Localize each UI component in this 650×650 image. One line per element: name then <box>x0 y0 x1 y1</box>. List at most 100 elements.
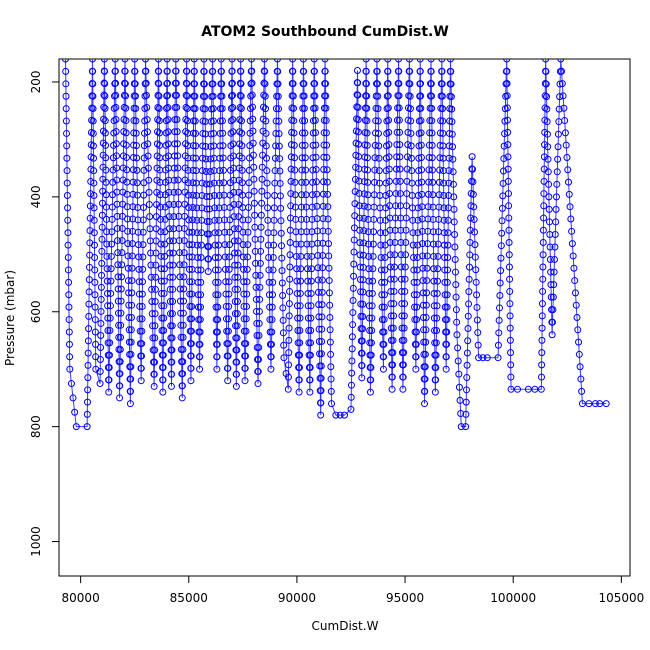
data-point <box>164 104 172 112</box>
data-point <box>371 154 379 162</box>
data-point <box>416 67 424 75</box>
data-point <box>103 228 111 236</box>
data-point <box>292 228 300 236</box>
data-point <box>117 273 125 281</box>
data-point <box>234 285 242 293</box>
data-point <box>65 340 73 348</box>
data-point <box>155 67 163 75</box>
data-point <box>506 336 514 344</box>
data-point <box>204 255 212 263</box>
data-point <box>309 154 317 162</box>
data-point <box>543 118 551 126</box>
data-point <box>567 215 575 223</box>
data-point <box>318 301 326 309</box>
data-point <box>287 177 295 185</box>
data-point <box>293 302 301 310</box>
data-point <box>166 249 174 257</box>
data-point <box>214 291 222 299</box>
data-point <box>385 141 393 149</box>
data-point <box>274 92 282 100</box>
data-point <box>257 211 265 219</box>
data-point <box>278 267 286 275</box>
data-point <box>197 266 205 274</box>
data-point <box>108 215 116 223</box>
data-point <box>424 215 432 223</box>
data-point <box>224 364 232 372</box>
data-point <box>453 331 461 339</box>
data-point <box>547 268 555 276</box>
data-point <box>318 288 326 296</box>
data-point <box>210 129 218 137</box>
data-point <box>258 163 266 171</box>
data-point <box>441 278 449 286</box>
data-point <box>64 241 72 249</box>
data-point <box>105 376 113 384</box>
data-point <box>238 129 246 137</box>
data-point <box>236 104 244 112</box>
data-point <box>289 80 297 88</box>
data-point <box>252 271 260 279</box>
data-point <box>165 201 173 209</box>
data-point <box>318 337 326 345</box>
data-point <box>332 411 340 419</box>
data-point <box>287 153 295 161</box>
data-point <box>89 117 97 125</box>
data-point <box>209 80 217 88</box>
data-point <box>227 104 235 112</box>
data-point <box>336 411 344 419</box>
data-point <box>387 275 395 283</box>
data-point <box>316 350 324 358</box>
data-point <box>234 261 242 269</box>
data-point <box>100 91 108 99</box>
data-point <box>172 67 180 75</box>
data-point <box>434 265 442 273</box>
data-point <box>440 191 448 199</box>
data-point <box>244 216 252 224</box>
data-point <box>249 151 257 159</box>
data-point <box>544 143 552 151</box>
data-point <box>324 190 332 198</box>
data-point <box>463 386 471 394</box>
data-point <box>96 356 104 364</box>
data-point <box>205 243 213 251</box>
data-point <box>304 302 312 310</box>
data-point <box>108 228 116 236</box>
data-point <box>166 261 174 269</box>
data-point <box>470 203 478 211</box>
data-point <box>560 104 568 112</box>
data-point <box>453 318 461 326</box>
data-point <box>210 191 218 199</box>
data-point <box>400 349 408 357</box>
data-point <box>573 314 581 321</box>
data-point <box>84 361 92 369</box>
data-point <box>215 179 223 187</box>
data-point <box>99 139 107 147</box>
data-point <box>319 264 326 272</box>
data-point <box>180 285 188 293</box>
data-point <box>217 67 225 75</box>
data-point <box>112 140 120 148</box>
data-point <box>159 376 167 384</box>
data-point <box>202 155 210 163</box>
data-point <box>298 141 306 149</box>
data-point <box>138 290 146 298</box>
data-point <box>159 351 167 359</box>
data-point <box>543 130 551 138</box>
data-point <box>371 141 379 149</box>
data-point <box>425 153 433 161</box>
data-point <box>358 374 366 382</box>
data-point <box>319 227 327 235</box>
data-point <box>216 142 224 150</box>
data-point <box>392 165 400 173</box>
data-point <box>161 191 169 199</box>
data-point <box>213 340 221 348</box>
data-point <box>412 328 420 336</box>
data-point <box>187 340 195 348</box>
data-point <box>228 59 236 63</box>
data-point <box>270 241 278 249</box>
data-point <box>285 336 293 344</box>
data-point <box>266 303 274 311</box>
data-point <box>194 291 202 299</box>
data-point <box>568 240 576 248</box>
data-point <box>189 216 197 224</box>
